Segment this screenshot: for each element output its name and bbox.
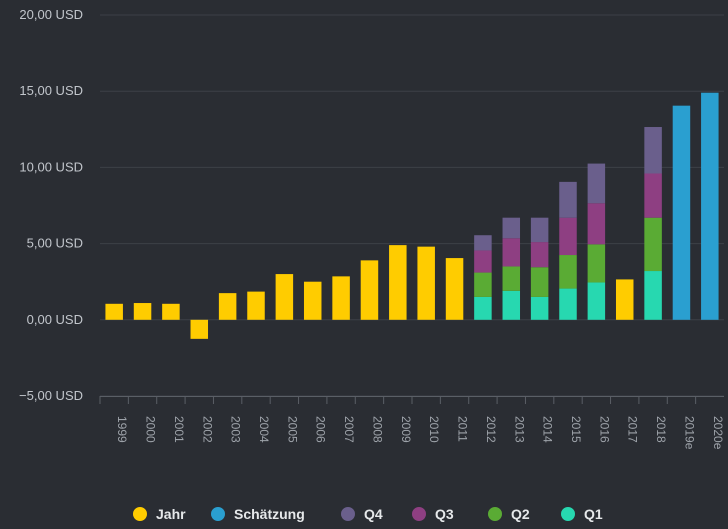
bar-segment-q1-2013[interactable] — [502, 290, 521, 320]
bar-2007[interactable] — [332, 276, 350, 320]
bar-2011[interactable] — [445, 258, 464, 320]
legend-marker-icon — [341, 507, 355, 521]
bar-segment-q4-2016[interactable] — [587, 163, 606, 204]
x-tick-label: 2020e — [711, 416, 725, 450]
legend-item-q4[interactable]: Q4 — [341, 506, 383, 522]
bar-segment-q1-2015[interactable] — [559, 288, 577, 320]
bar-segment-q2-2018[interactable] — [644, 217, 662, 272]
legend-marker-icon — [133, 507, 147, 521]
x-tick-label: 2004 — [257, 416, 271, 443]
bar-2003[interactable] — [218, 293, 237, 320]
bar-segment-q3-2015[interactable] — [559, 217, 577, 256]
x-tick-label: 2005 — [285, 416, 299, 443]
bar-segment-q3-2016[interactable] — [587, 203, 606, 245]
y-tick-label: 0,00 USD — [27, 312, 83, 327]
legend[interactable]: Jahr Schätzung Q4 Q3 Q2 Q1 — [133, 506, 603, 522]
y-tick-label: 20,00 USD — [19, 7, 83, 22]
x-tick-label: 2010 — [427, 416, 441, 443]
x-tick-label: 2014 — [541, 416, 555, 443]
bar-2008[interactable] — [360, 260, 379, 320]
bar-segment-q3-2013[interactable] — [502, 238, 521, 267]
legend-item-schätzung[interactable]: Schätzung — [211, 506, 305, 522]
x-tick-label: 2012 — [484, 416, 498, 443]
bar-segment-q1-2018[interactable] — [644, 271, 662, 320]
bar-2009[interactable] — [389, 245, 407, 320]
legend-item-jahr[interactable]: Jahr — [133, 506, 186, 522]
bar-segment-q3-2018[interactable] — [644, 173, 662, 218]
x-tick-label: 2007 — [342, 416, 356, 443]
x-axis: 1999 2000 2001 2002 2003 2004 2005 2006 2007 2008… — [99, 396, 725, 450]
legend-label: Q2 — [511, 506, 530, 522]
x-tick-label: 2011 — [456, 416, 470, 442]
bar-2005[interactable] — [275, 274, 294, 320]
y-tick-label: −5,00 USD — [19, 388, 83, 403]
y-tick-label: 10,00 USD — [19, 159, 83, 174]
x-tick-label: 2006 — [314, 416, 328, 443]
x-tick-label: 2018 — [654, 416, 668, 443]
bar-2004[interactable] — [247, 291, 265, 320]
bar-2002[interactable] — [190, 319, 209, 339]
bar-2017[interactable] — [615, 279, 634, 320]
bar-segment-q2-2014[interactable] — [530, 267, 549, 297]
legend-marker-icon — [488, 507, 502, 521]
bar-segment-q1-2014[interactable] — [530, 296, 549, 320]
bar-segment-q4-2015[interactable] — [559, 181, 577, 218]
bar-2020e[interactable] — [701, 92, 719, 320]
legend-label: Q1 — [584, 506, 603, 522]
bars — [105, 92, 719, 339]
grid-lines — [100, 14, 724, 397]
bar-segment-q1-2012[interactable] — [474, 296, 492, 320]
bar-segment-q4-2013[interactable] — [502, 217, 521, 239]
x-tick-label: 2009 — [399, 416, 413, 443]
bar-segment-q2-2016[interactable] — [587, 244, 606, 283]
bar-segment-q4-2014[interactable] — [530, 217, 549, 243]
x-tick-label: 2019e — [682, 416, 696, 450]
legend-label: Schätzung — [234, 506, 305, 522]
x-tick-label: 2013 — [512, 416, 526, 443]
legend-item-q3[interactable]: Q3 — [412, 506, 454, 522]
bar-segment-q2-2013[interactable] — [502, 266, 521, 291]
x-tick-label: 2017 — [626, 416, 640, 443]
x-tick-label: 2008 — [370, 416, 384, 443]
y-tick-label: 5,00 USD — [27, 236, 83, 251]
bar-2010[interactable] — [417, 246, 435, 320]
legend-label: Jahr — [156, 506, 186, 522]
legend-item-q1[interactable]: Q1 — [561, 506, 603, 522]
legend-marker-icon — [211, 507, 225, 521]
bar-2006[interactable] — [303, 281, 322, 320]
bar-2019e[interactable] — [672, 105, 691, 320]
bar-segment-q2-2015[interactable] — [559, 255, 577, 289]
y-axis: 20,00 USD 15,00 USD 10,00 USD 5,00 USD 0,00 … — [19, 7, 83, 403]
legend-marker-icon — [561, 507, 575, 521]
legend-marker-icon — [412, 507, 426, 521]
x-tick-label: 1999 — [115, 416, 129, 443]
bar-segment-q1-2016[interactable] — [587, 282, 606, 320]
bar-segment-q4-2012[interactable] — [474, 235, 492, 251]
bar-1999[interactable] — [105, 303, 123, 320]
legend-item-q2[interactable]: Q2 — [488, 506, 530, 522]
bar-segment-q3-2012[interactable] — [474, 250, 492, 273]
x-tick-label: 2015 — [569, 416, 583, 443]
x-tick-label: 2000 — [144, 416, 158, 443]
bar-segment-q4-2018[interactable] — [644, 127, 662, 174]
legend-label: Q4 — [364, 506, 383, 522]
bar-segment-q3-2014[interactable] — [530, 242, 549, 268]
x-tick-label: 2001 — [172, 416, 186, 443]
x-tick-label: 2003 — [229, 416, 243, 443]
bar-segment-q2-2012[interactable] — [474, 272, 492, 297]
legend-label: Q3 — [435, 506, 454, 522]
bar-2000[interactable] — [133, 303, 152, 320]
y-tick-label: 15,00 USD — [19, 83, 83, 98]
x-tick-label: 2002 — [200, 416, 214, 443]
x-tick-label: 2016 — [597, 416, 611, 443]
bar-2001[interactable] — [162, 303, 180, 320]
